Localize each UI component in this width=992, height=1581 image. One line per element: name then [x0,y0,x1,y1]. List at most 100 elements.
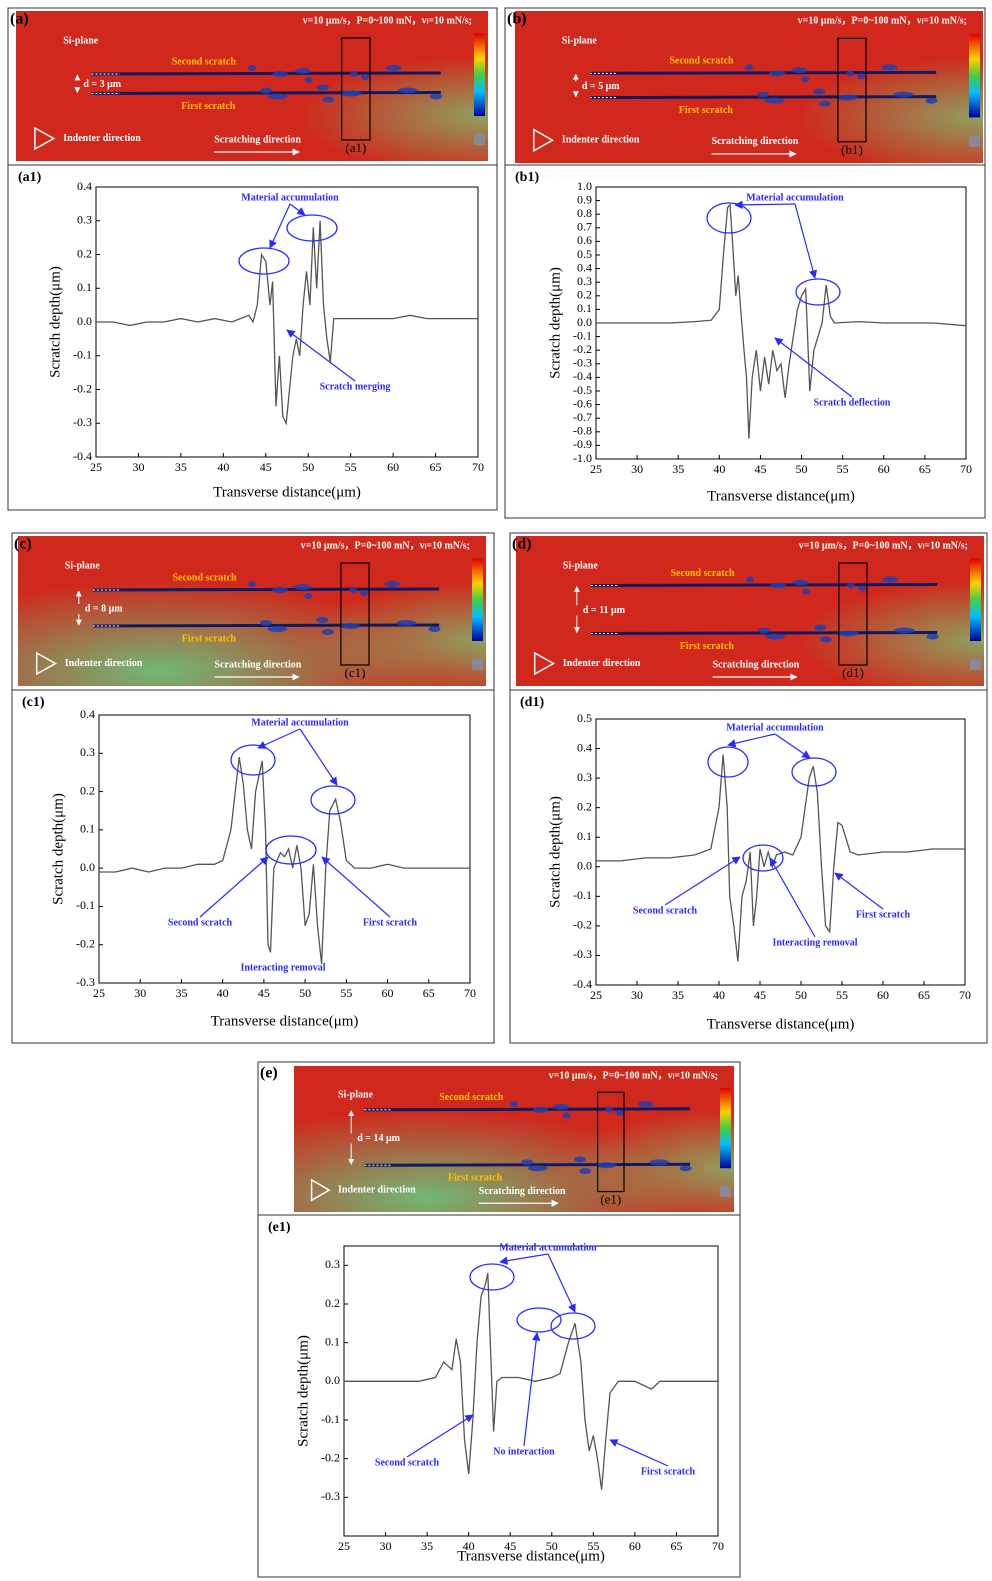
highlight-ellipse [795,278,841,306]
y-axis-title: Scratch depth(μm) [295,1335,311,1447]
x-tick-label: 30 [134,986,146,1000]
debris [818,100,831,107]
spacing-label: d = 8 μm [85,603,123,614]
x-tick-label: 40 [217,460,229,474]
depth-line [99,757,470,964]
x-tick-label: 55 [837,462,849,476]
y-tick-label: 0.1 [577,301,592,315]
y-tick-label: 0.7 [577,220,592,234]
x-axis-title: Transverse distance(μm) [457,1548,605,1564]
annotation-arrow [727,733,776,748]
second-scratch-label: Second scratch [670,568,735,579]
debris [638,1100,654,1107]
x-tick-label: 55 [587,1539,599,1553]
second-scratch-label: Second scratch [172,572,237,583]
annotation-arrow [406,1414,474,1458]
y-tick-label: -0.8 [573,424,592,438]
annotation: First scratch [856,909,911,920]
y-tick-label: 0.8 [577,206,592,220]
y-axis-title: Scratch depth(μm) [50,793,66,905]
annotation: Second scratch [633,905,698,916]
debris [267,93,288,100]
indenter-label: Indenter direction [338,1184,416,1195]
annotation: Second scratch [375,1457,440,1468]
y-tick-label: 0.0 [577,315,592,329]
x-tick-label: 25 [93,986,105,1000]
x-tick-label: 25 [590,988,602,1002]
annotation: Material accumulation [251,717,349,728]
debris [527,1165,548,1172]
depth-line [344,1272,718,1490]
x-tick-label: 65 [919,462,931,476]
y-tick-label: 0.0 [577,859,592,873]
y-tick-label: -0.3 [76,975,95,989]
debris [349,71,358,77]
scratch-groove [589,70,937,75]
y-tick-label: 0.6 [577,233,592,247]
x-tick-label: 40 [217,986,229,1000]
x-tick-label: 70 [464,986,476,1000]
annotation-arrow [286,329,356,382]
debris [925,97,938,104]
y-tick-label: 0.2 [577,288,592,302]
panel-frame [11,532,495,1044]
y-tick-label: -0.2 [73,381,92,395]
debris [294,68,311,74]
indenter-label: Indenter direction [65,658,143,669]
section-box [837,37,867,143]
annotation: Material accumulation [726,722,824,733]
spacing-label: d = 11 μm [583,605,626,616]
debris [769,70,786,77]
highlight-ellipse [469,1263,515,1291]
y-tick-label: 0.9 [577,192,592,206]
y-tick-label: -0.1 [573,888,592,902]
y-tick-label: -0.1 [73,348,92,362]
debris [521,1159,534,1166]
colorbar [969,33,980,118]
y-tick-label: -0.3 [73,415,92,429]
y-tick-label: 0.3 [577,274,592,288]
colorbar [720,1087,731,1169]
scratch-groove [92,587,440,592]
debris [847,582,856,589]
chart-label: (c1) [22,695,45,710]
section-label: (b1) [841,142,863,157]
debris [321,629,334,635]
x-tick-label: 35 [672,988,684,1002]
plane-label: Si-plane [562,36,598,47]
panel-frame [509,532,988,1044]
scratch-map-shade [515,11,983,163]
x-tick-label: 35 [672,462,684,476]
chart-label: (e1) [268,1220,291,1235]
annotation: Material accumulation [499,1242,597,1253]
y-axis-title: Scratch depth(μm) [547,267,563,379]
debris [615,1109,624,1116]
x-tick-label: 50 [302,460,314,474]
y-tick-label: 0.3 [80,745,95,759]
debris [396,620,417,626]
x-tick-label: 70 [960,462,972,476]
y-tick-label: -0.1 [321,1412,340,1426]
section-box [596,1091,625,1193]
debris [814,624,827,631]
annotation: First scratch [641,1466,696,1477]
y-tick-label: 0.0 [77,314,92,328]
annotation-arrow [664,856,741,906]
debris [857,73,866,80]
annotation-arrow [269,203,291,249]
debris [802,588,811,595]
debris [758,627,771,634]
debris [248,581,256,587]
debris [813,88,826,95]
y-tick-label: 0.0 [325,1373,340,1387]
debris [819,636,832,643]
panel-label: (b) [507,11,527,28]
y-tick-label: -0.3 [573,947,592,961]
debris [267,626,288,632]
y-tick-label: 0.1 [325,1334,340,1348]
colorbar [474,33,485,116]
debris [428,626,441,632]
x-tick-label: 40 [713,988,725,1002]
